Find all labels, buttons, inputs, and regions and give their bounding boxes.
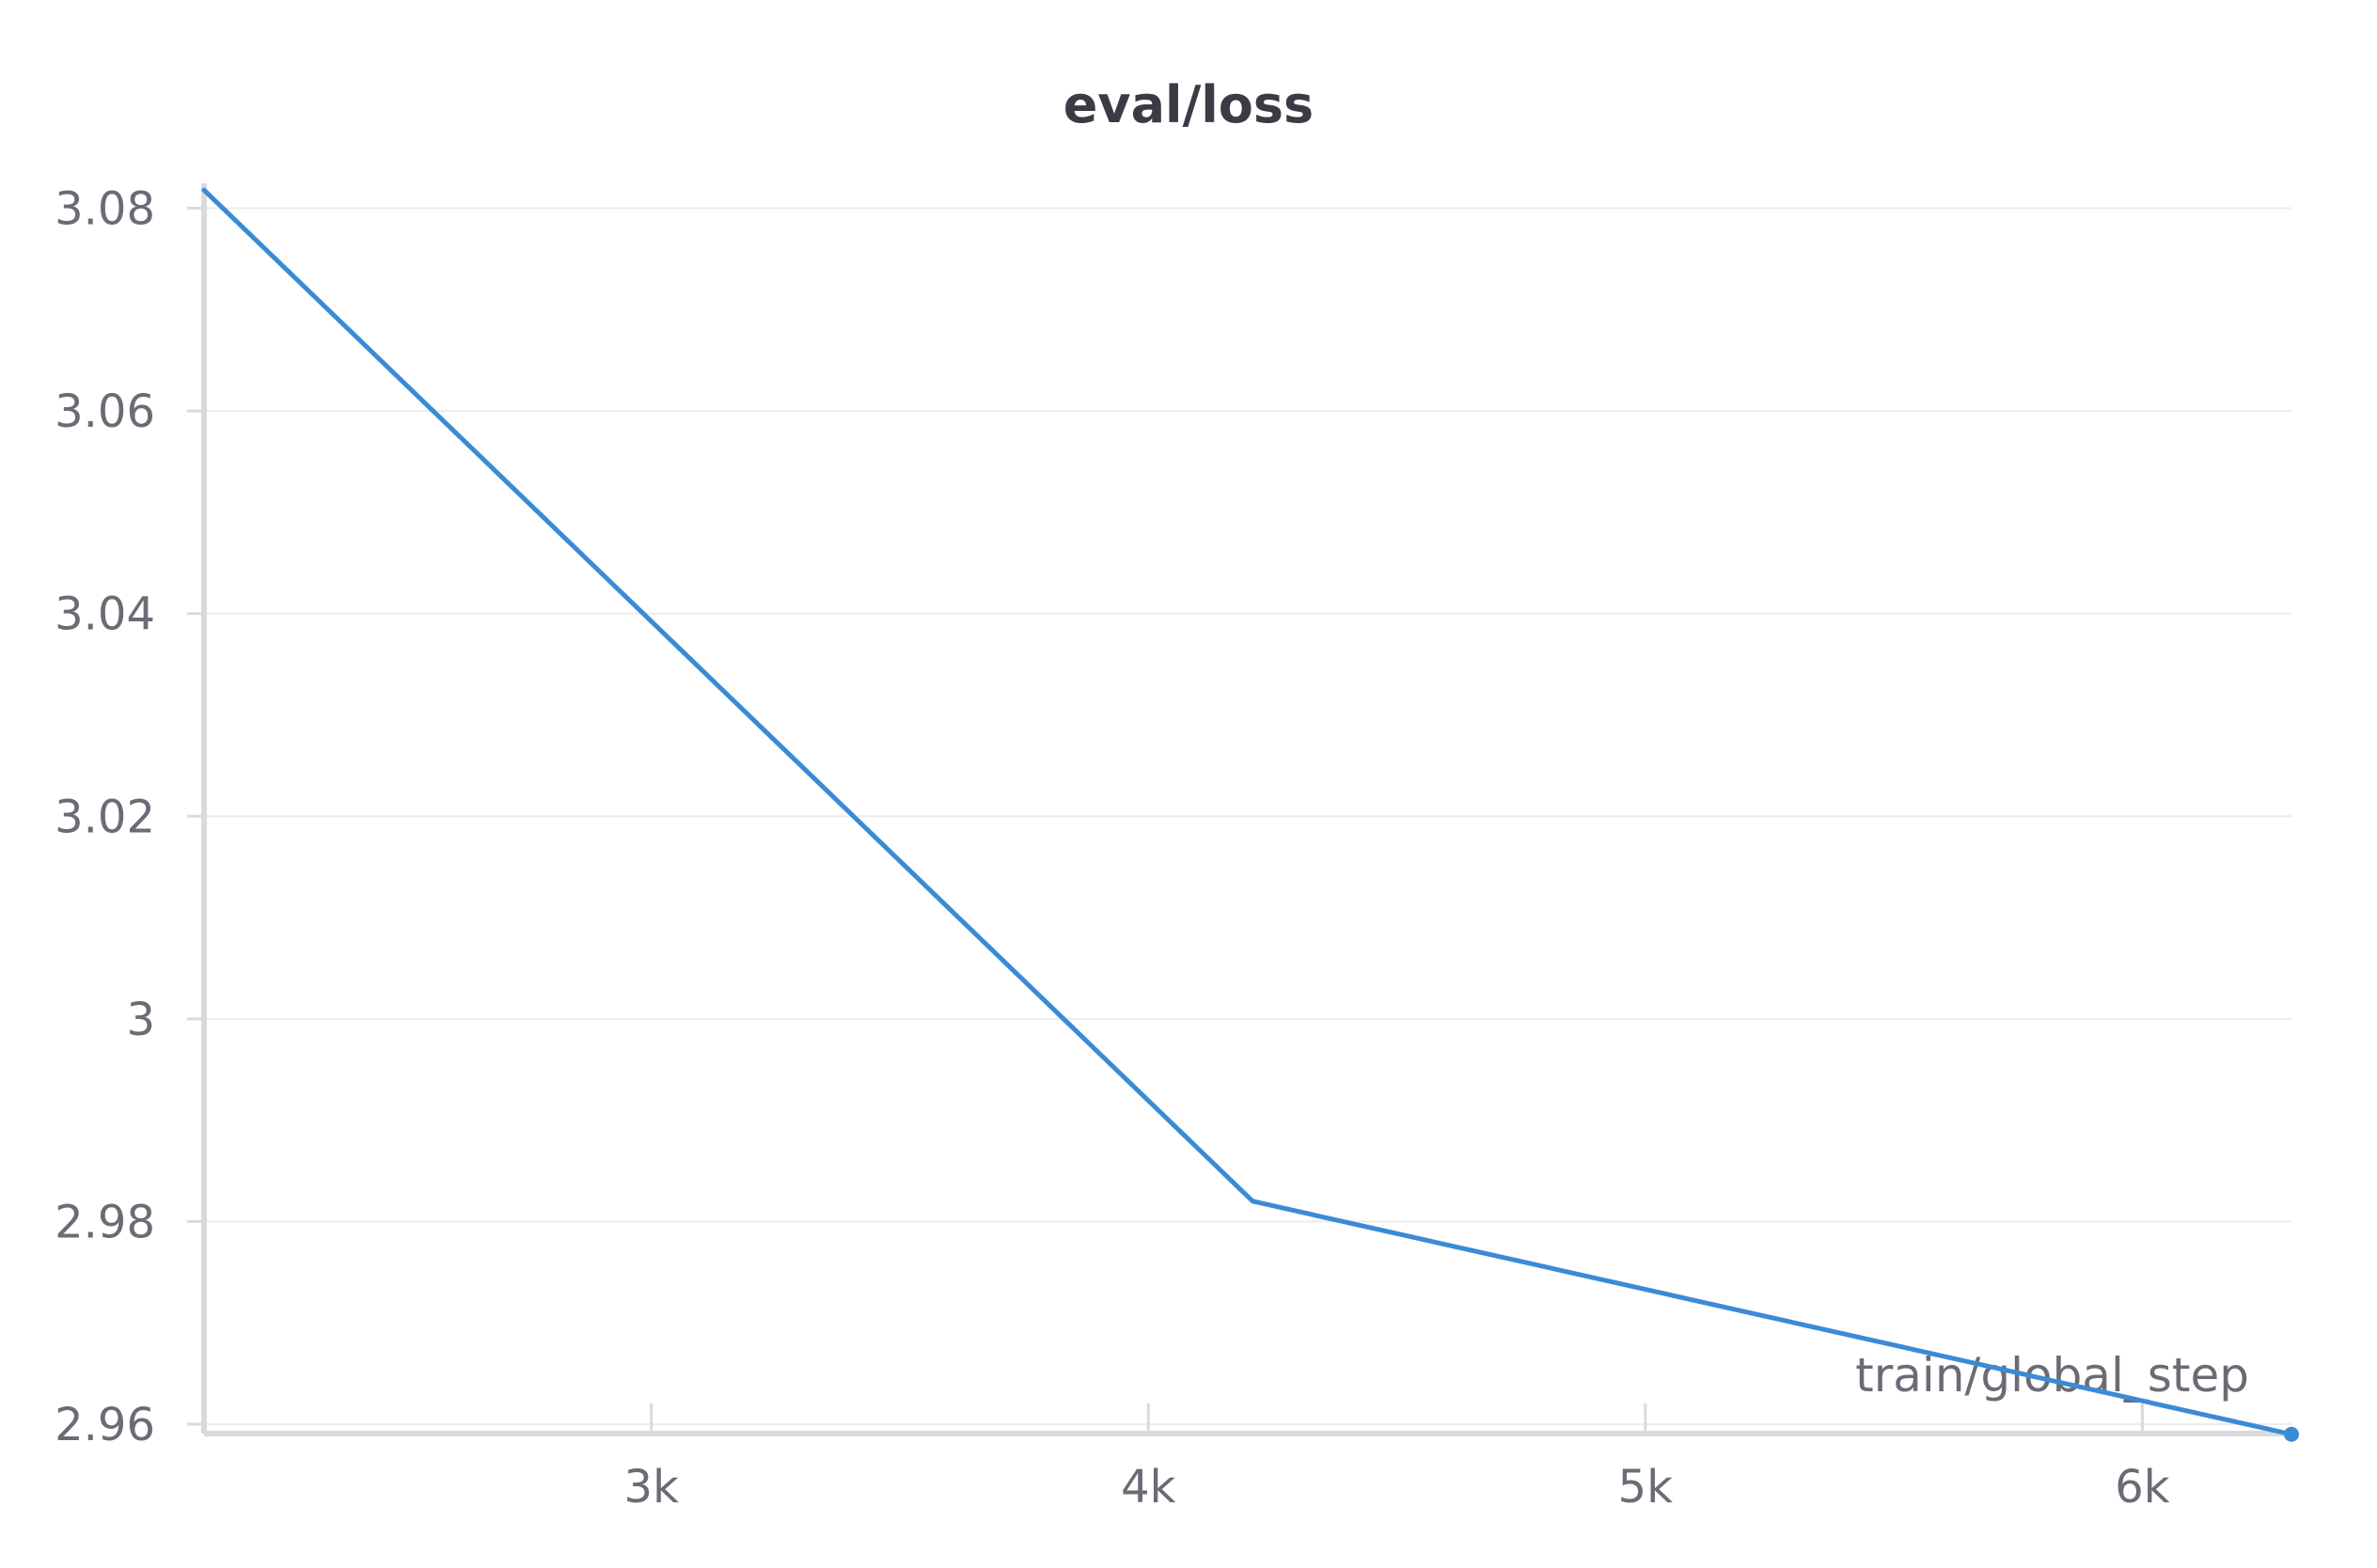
series-end-point (2284, 1426, 2299, 1442)
grid-lines (204, 207, 2291, 1425)
x-tick-label: 4k (1121, 1461, 1176, 1513)
y-tick-label: 3 (126, 994, 155, 1046)
series-layer (201, 187, 2299, 1442)
y-tick-label: 2.98 (55, 1196, 155, 1248)
x-axis-ticks: 3k 4k 5k 6k (624, 1403, 2170, 1513)
y-tick-label: 3.02 (55, 791, 155, 843)
x-tick-label: 5k (1618, 1461, 1674, 1513)
axes (201, 183, 2291, 1436)
x-tick-label: 3k (624, 1461, 680, 1513)
x-axis-label: train/global_step (1855, 1348, 2249, 1403)
y-tick-label: 3.04 (55, 588, 155, 641)
chart-title: eval/loss (1063, 75, 1314, 134)
series-line (201, 187, 2294, 1437)
y-tick-label: 3.08 (55, 183, 155, 236)
y-tick-label: 3.06 (55, 385, 155, 438)
x-tick-label: 6k (2115, 1461, 2170, 1513)
y-tick-label: 2.96 (55, 1399, 155, 1451)
y-axis-ticks: 2.96 2.98 3 3.02 3.04 3.06 3.08 (55, 183, 204, 1451)
